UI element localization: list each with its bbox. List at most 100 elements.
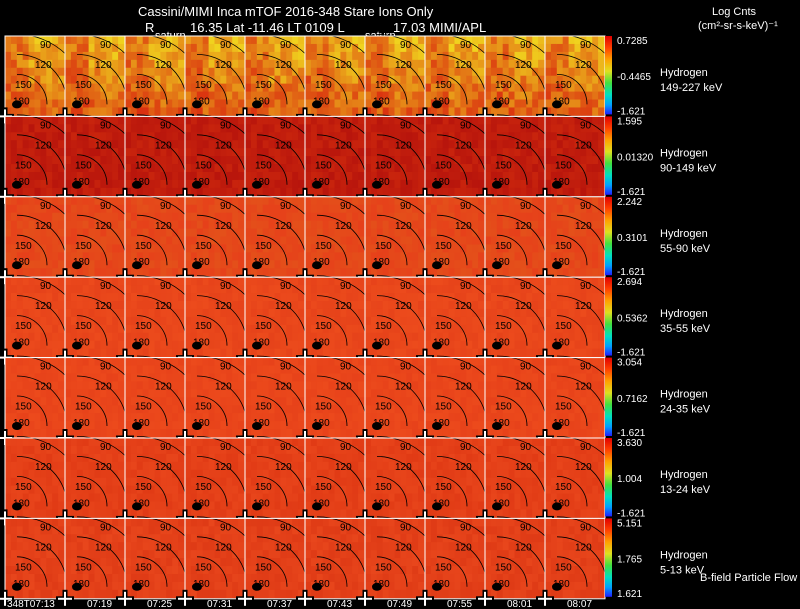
contour-label: 120 bbox=[395, 382, 412, 393]
contour-label: 150 bbox=[435, 80, 452, 91]
contour-label: 180 bbox=[553, 96, 570, 107]
contour-label: 90 bbox=[340, 281, 352, 292]
contour-label: 90 bbox=[100, 120, 112, 131]
contour-label: 90 bbox=[160, 40, 172, 51]
contour-label: 120 bbox=[35, 140, 52, 151]
contour-label: 90 bbox=[460, 120, 472, 131]
contour-label: 120 bbox=[155, 301, 172, 312]
colorbar-tick-label: 3.630 bbox=[617, 438, 642, 449]
plus-marker bbox=[236, 589, 254, 608]
contour-label: 180 bbox=[373, 579, 390, 590]
contour-label: 150 bbox=[315, 402, 332, 413]
contour-label: 180 bbox=[73, 338, 90, 349]
plus-marker bbox=[356, 589, 374, 608]
contour-label: 180 bbox=[493, 257, 510, 268]
contour-label: 120 bbox=[395, 221, 412, 232]
contour-label: 180 bbox=[373, 257, 390, 268]
contour-label: 90 bbox=[220, 40, 232, 51]
contour-label: 150 bbox=[135, 562, 152, 573]
contour-label: 90 bbox=[580, 442, 592, 453]
row-species-label: Hydrogen bbox=[660, 308, 708, 320]
contour-label: 90 bbox=[280, 40, 292, 51]
contour-label: 150 bbox=[375, 321, 392, 332]
contour-label: 180 bbox=[193, 498, 210, 509]
contour-label: 90 bbox=[460, 281, 472, 292]
contour-label: 90 bbox=[400, 201, 412, 212]
contour-label: 120 bbox=[455, 301, 472, 312]
contour-label: 90 bbox=[160, 442, 172, 453]
bfield-legend: B-field Particle Flow bbox=[700, 572, 798, 584]
contour-label: 150 bbox=[15, 160, 32, 171]
contour-label: 150 bbox=[555, 402, 572, 413]
contour-label: 90 bbox=[220, 362, 232, 373]
x-tick-label: 08:07 bbox=[567, 599, 592, 609]
contour-label: 90 bbox=[460, 442, 472, 453]
contour-label: 90 bbox=[160, 201, 172, 212]
colorbar-tick-label: -1.621 bbox=[617, 106, 646, 117]
contour-label: 90 bbox=[340, 442, 352, 453]
units-line-2: (cm²-sr-s-keV)⁻¹ bbox=[698, 20, 778, 32]
contour-label: 180 bbox=[253, 338, 270, 349]
contour-label: 180 bbox=[253, 177, 270, 188]
contour-label: 180 bbox=[133, 338, 150, 349]
contour-label: 90 bbox=[40, 522, 52, 533]
contour-label: 180 bbox=[253, 96, 270, 107]
contour-label: 90 bbox=[400, 442, 412, 453]
contour-label: 180 bbox=[313, 96, 330, 107]
colorbar-tick-label: 0.7162 bbox=[617, 394, 648, 405]
contour-label: 180 bbox=[73, 418, 90, 429]
contour-label: 150 bbox=[195, 562, 212, 573]
contour-label: 180 bbox=[253, 418, 270, 429]
contour-label: 120 bbox=[395, 301, 412, 312]
contour-label: 90 bbox=[520, 522, 532, 533]
contour-label: 90 bbox=[520, 442, 532, 453]
contour-label: 90 bbox=[400, 362, 412, 373]
r-label: R bbox=[145, 20, 155, 35]
contour-label: 90 bbox=[280, 120, 292, 131]
contour-label: 90 bbox=[40, 201, 52, 212]
contour-label: 180 bbox=[193, 579, 210, 590]
contour-label: 90 bbox=[340, 120, 352, 131]
contour-label: 180 bbox=[493, 579, 510, 590]
contour-label: 150 bbox=[375, 562, 392, 573]
x-tick-label: 08:01 bbox=[507, 599, 532, 609]
contour-label: 180 bbox=[133, 96, 150, 107]
contour-label: 90 bbox=[100, 201, 112, 212]
contour-label: 180 bbox=[493, 338, 510, 349]
contour-label: 120 bbox=[155, 542, 172, 553]
contour-label: 90 bbox=[520, 120, 532, 131]
contour-label: 150 bbox=[495, 482, 512, 493]
contour-label: 150 bbox=[555, 482, 572, 493]
contour-label: 150 bbox=[75, 562, 92, 573]
contour-label: 120 bbox=[335, 221, 352, 232]
contour-label: 120 bbox=[515, 301, 532, 312]
contour-label: 120 bbox=[35, 60, 52, 71]
contour-label: 180 bbox=[553, 257, 570, 268]
contour-label: 150 bbox=[315, 562, 332, 573]
contour-label: 120 bbox=[455, 140, 472, 151]
contour-label: 180 bbox=[133, 498, 150, 509]
contour-label: 90 bbox=[100, 362, 112, 373]
colorbar-tick-label: 0.01320 bbox=[617, 153, 654, 164]
chart-title: Cassini/MIMI Inca mTOF 2016-348 Stare Io… bbox=[138, 4, 434, 19]
contour-label: 120 bbox=[215, 462, 232, 473]
contour-label: 120 bbox=[395, 140, 412, 151]
contour-label: 150 bbox=[495, 402, 512, 413]
contour-label: 150 bbox=[75, 321, 92, 332]
contour-label: 180 bbox=[193, 96, 210, 107]
contour-label: 150 bbox=[315, 482, 332, 493]
